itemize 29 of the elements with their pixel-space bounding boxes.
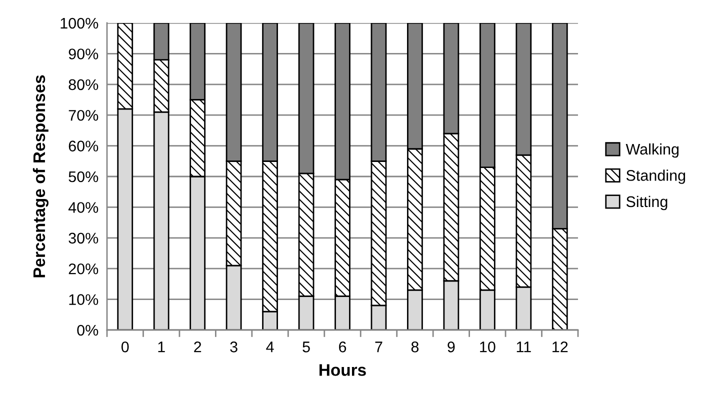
x-tick-label: 7	[375, 342, 382, 352]
x-tick-label: 6	[339, 342, 346, 352]
y-tick-label: 80%	[68, 79, 98, 90]
x-tick-label: 11	[516, 342, 531, 352]
x-tick-label: 1	[158, 342, 165, 352]
y-tick-label: 70%	[68, 110, 98, 121]
x-tick-label: 10	[480, 342, 496, 352]
x-tick-label: 12	[552, 342, 568, 352]
x-tick-label: 2	[194, 342, 202, 352]
y-tick-label: 60%	[68, 140, 98, 152]
y-tick-label: 10%	[69, 294, 98, 305]
x-tick-label: 3	[230, 342, 238, 352]
legend-label: Sitting	[626, 196, 668, 210]
x-tick-label: 9	[448, 342, 455, 352]
y-tick-label: 90%	[68, 48, 98, 60]
y-tick-label: 20%	[68, 263, 98, 274]
legend-label: Walking	[626, 143, 679, 158]
y-tick-label: 100%	[60, 18, 98, 29]
x-tick-label: 4	[266, 342, 274, 352]
y-tick-label: 50%	[68, 171, 98, 182]
y-tick-label: 30%	[68, 232, 98, 244]
y-tick-label: 0%	[77, 324, 98, 336]
legend-label: Standing	[626, 170, 686, 184]
y-tick-label: 40%	[68, 202, 98, 213]
x-tick-label: 0	[121, 342, 129, 352]
x-tick-label: 8	[411, 342, 419, 352]
x-tick-label: 5	[302, 342, 310, 352]
x-axis-title: Hours	[320, 364, 366, 376]
y-axis-title: Percentage of Responses	[32, 75, 48, 278]
